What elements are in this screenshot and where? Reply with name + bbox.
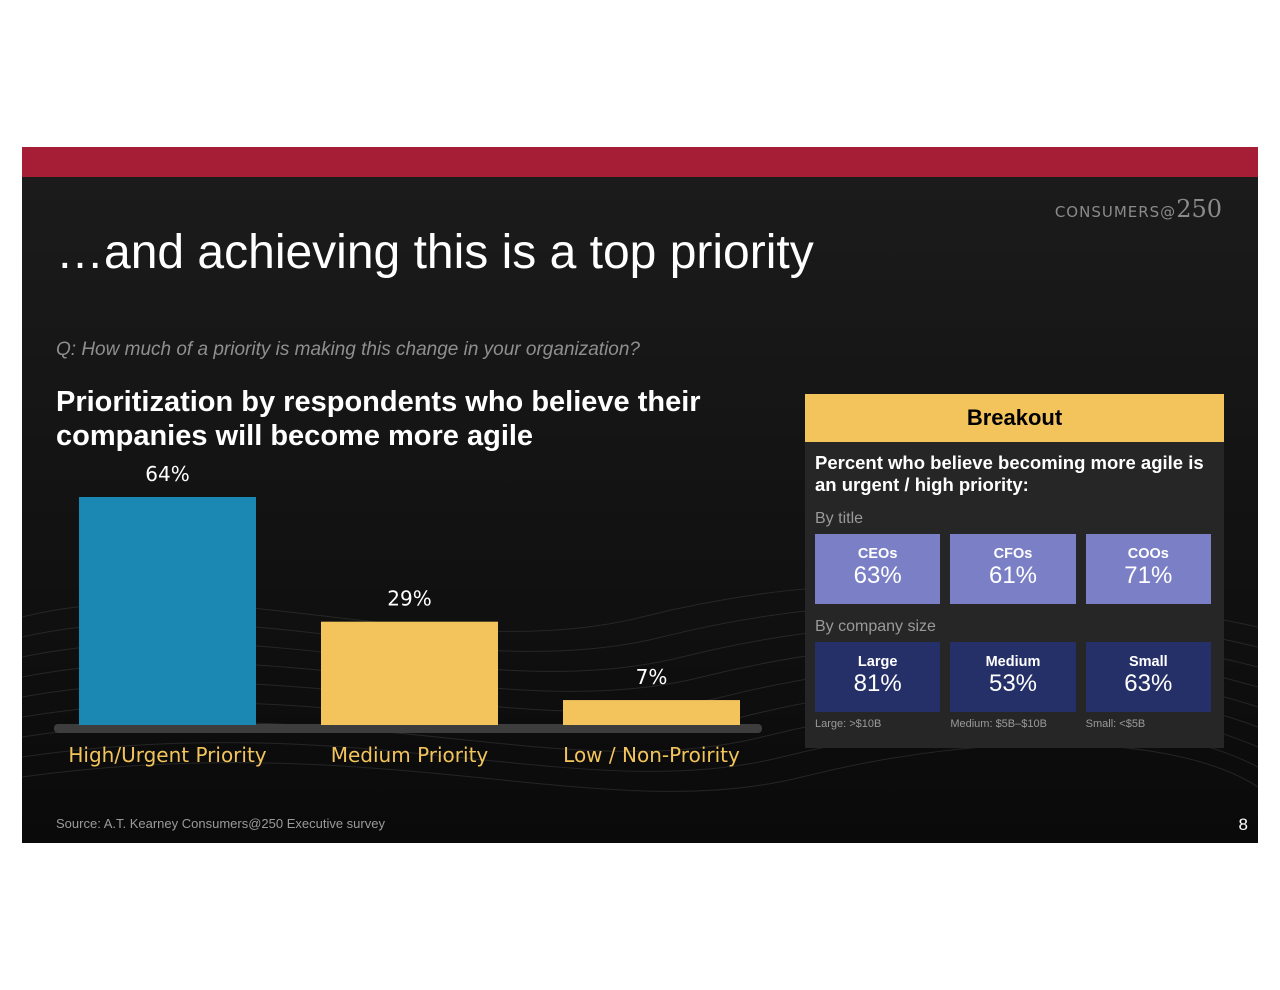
tile-value: 71% <box>1124 562 1173 589</box>
source-note: Source: A.T. Kearney Consumers@250 Execu… <box>56 816 385 831</box>
tile-name: CEOs <box>857 546 898 562</box>
tile-coos: COOs 71% <box>1085 534 1211 604</box>
tile-small: Small 63% <box>1085 642 1211 712</box>
tile-value: 63% <box>853 562 902 589</box>
footnote-medium: Medium: $5B–$10B <box>950 718 1047 730</box>
tile-name: Small <box>1128 654 1168 670</box>
bar-chart: 64% High/Urgent Priority 29% Medium Priorit… <box>54 462 762 767</box>
by-size-tiles: Large 81% Medium 53% Small 63% <box>815 642 1211 712</box>
size-footnotes: Large: >$10B Medium: $5B–$10B Small: <$5… <box>815 718 1211 730</box>
chart-baseline <box>54 724 762 733</box>
data-label-1: 29% <box>387 587 431 611</box>
tile-value: 53% <box>988 670 1038 697</box>
tile-value: 81% <box>853 670 902 697</box>
category-label-0: High/Urgent Priority <box>68 743 266 767</box>
tile-name: CFOs <box>993 546 1033 562</box>
tile-name: Large <box>857 654 898 670</box>
breakout-panel: Breakout Percent who believe becoming mo… <box>805 394 1224 748</box>
bar-0 <box>79 497 256 725</box>
by-title-label: By title <box>815 510 864 527</box>
bar-2 <box>563 700 740 725</box>
tile-medium: Medium 53% <box>950 642 1076 712</box>
top-accent-bar <box>22 147 1258 177</box>
breakout-header: Breakout <box>805 394 1224 442</box>
survey-question: Q: How much of a priority is making this… <box>56 339 640 360</box>
footnote-small: Small: <$5B <box>1085 718 1146 730</box>
brand-logo: CONSUMERS@250 <box>1055 195 1222 223</box>
by-title-tiles: CEOs 63% CFOs 61% COOs 71% <box>815 534 1211 604</box>
category-label-2: Low / Non-Proirity <box>563 743 740 767</box>
tile-ceos: CEOs 63% <box>815 534 941 604</box>
tile-cfos: CFOs 61% <box>950 534 1076 604</box>
brand-logo-number: 250 <box>1176 195 1222 223</box>
slide-title: …and achieving this is a top priority <box>56 226 814 279</box>
bar-1 <box>321 621 498 725</box>
tile-large: Large 81% <box>815 642 941 712</box>
tile-value: 61% <box>988 562 1038 589</box>
footnote-large: Large: >$10B <box>815 718 882 730</box>
tile-name: Medium <box>985 654 1041 670</box>
tile-name: COOs <box>1127 546 1169 562</box>
brand-logo-text: CONSUMERS@ <box>1054 203 1177 221</box>
data-label-0: 64% <box>145 462 189 486</box>
breakout-description: Percent who believe becoming more agile … <box>815 452 1204 495</box>
by-company-size-label: By company size <box>815 618 936 635</box>
page-number: 8 <box>1238 815 1248 834</box>
chart-title: Prioritization by respondents who believ… <box>56 386 701 452</box>
tile-value: 63% <box>1124 670 1173 697</box>
slide: CONSUMERS@250 …and achieving this is a t… <box>22 147 1258 843</box>
data-label-2: 7% <box>636 665 668 689</box>
category-label-1: Medium Priority <box>331 743 489 767</box>
